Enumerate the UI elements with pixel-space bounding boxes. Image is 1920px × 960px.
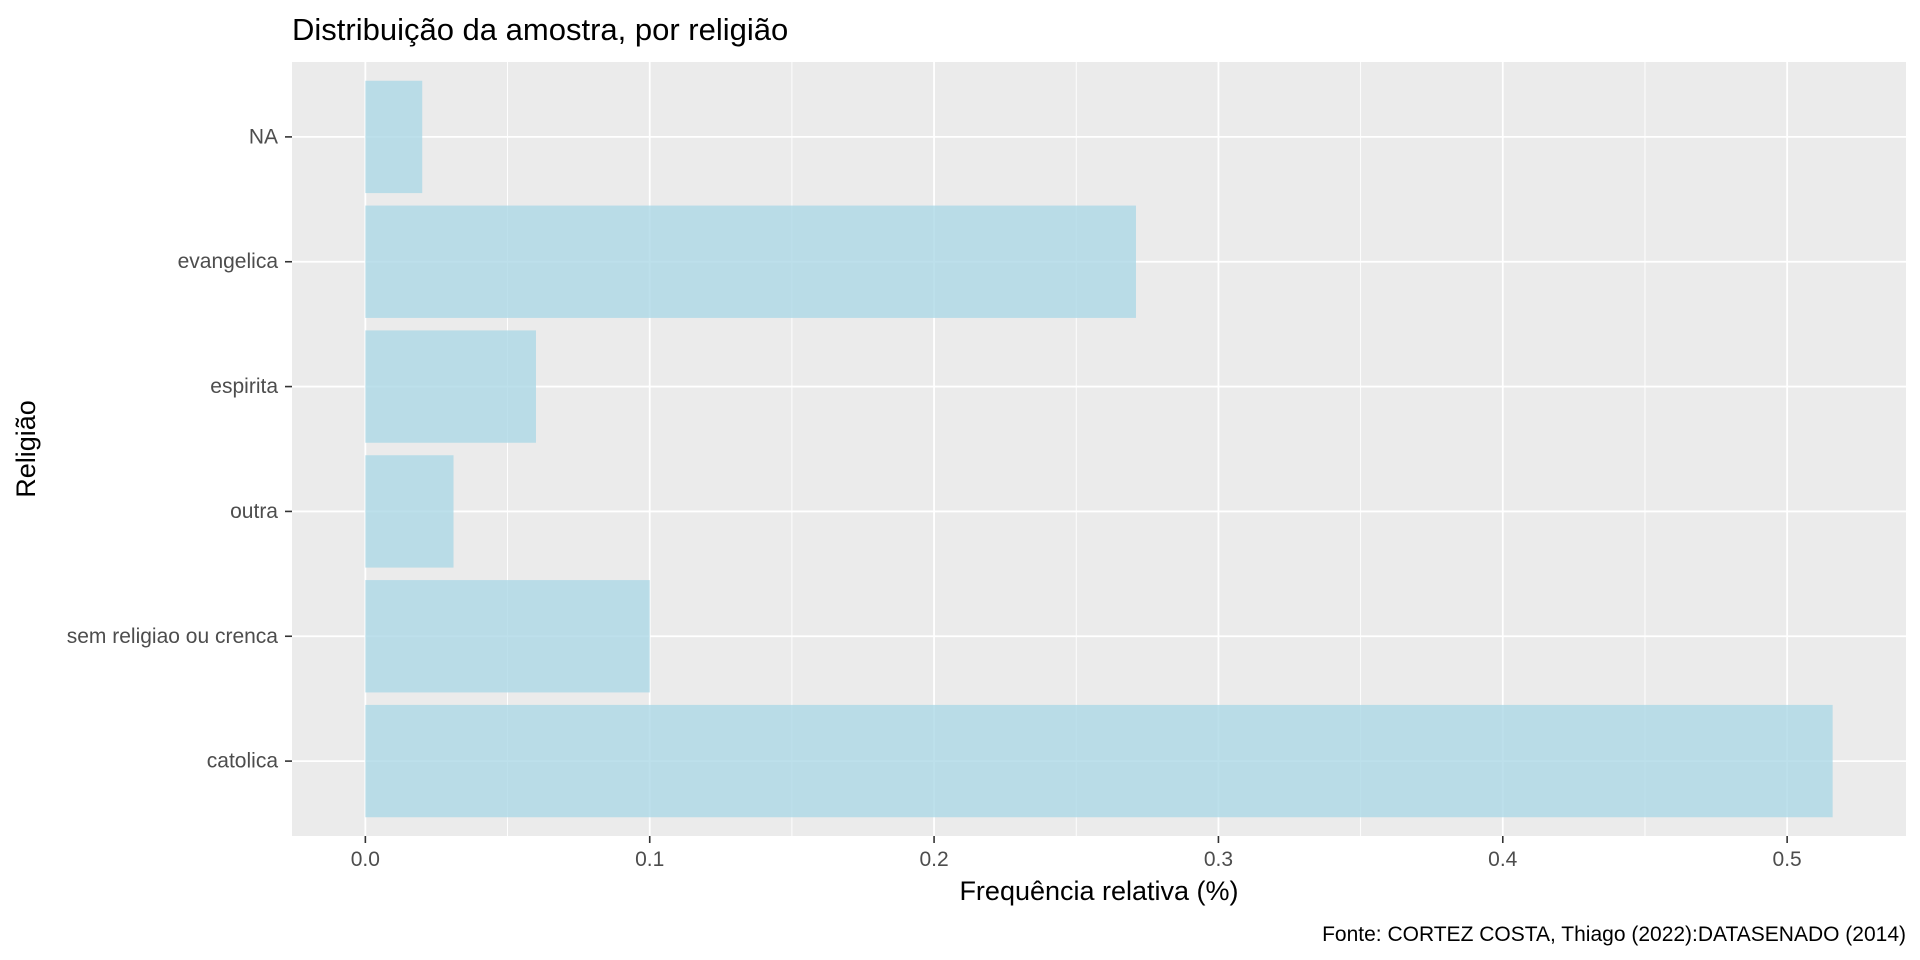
y-tick-label: sem religiao ou crenca [67, 625, 279, 648]
x-tick-label: 0.1 [635, 848, 664, 871]
x-axis: 0.0 0.1 0.2 0.3 0.4 0.5 [351, 836, 1802, 871]
bar-na [365, 80, 423, 194]
x-tick-label: 0.3 [1204, 848, 1233, 871]
bar-outra [365, 455, 454, 568]
y-tick-label: catolica [207, 750, 279, 773]
y-tick-label: NA [249, 125, 278, 148]
bar-evangelica [365, 205, 1136, 318]
y-axis: catolica sem religiao ou crenca outra espir… [67, 125, 292, 773]
bars [365, 80, 1833, 818]
source-caption: Fonte: CORTEZ COSTA, Thiago (2022):DATAS… [1322, 923, 1906, 946]
y-tick-label: evangelica [178, 250, 279, 273]
y-axis-title: Religião [11, 400, 41, 498]
bar-espirita [365, 330, 536, 443]
bar-catolica [365, 704, 1833, 818]
x-tick-label: 0.0 [351, 848, 380, 871]
x-tick-label: 0.4 [1488, 848, 1518, 871]
bar-sem-religiao-ou-crenca [365, 580, 650, 693]
y-tick-label: espirita [210, 375, 278, 398]
y-tick-label: outra [230, 500, 278, 523]
x-tick-label: 0.5 [1773, 848, 1802, 871]
x-tick-label: 0.2 [919, 848, 948, 871]
x-axis-title: Frequência relativa (%) [959, 876, 1238, 906]
chart-title: Distribuição da amostra, por religião [292, 12, 788, 47]
